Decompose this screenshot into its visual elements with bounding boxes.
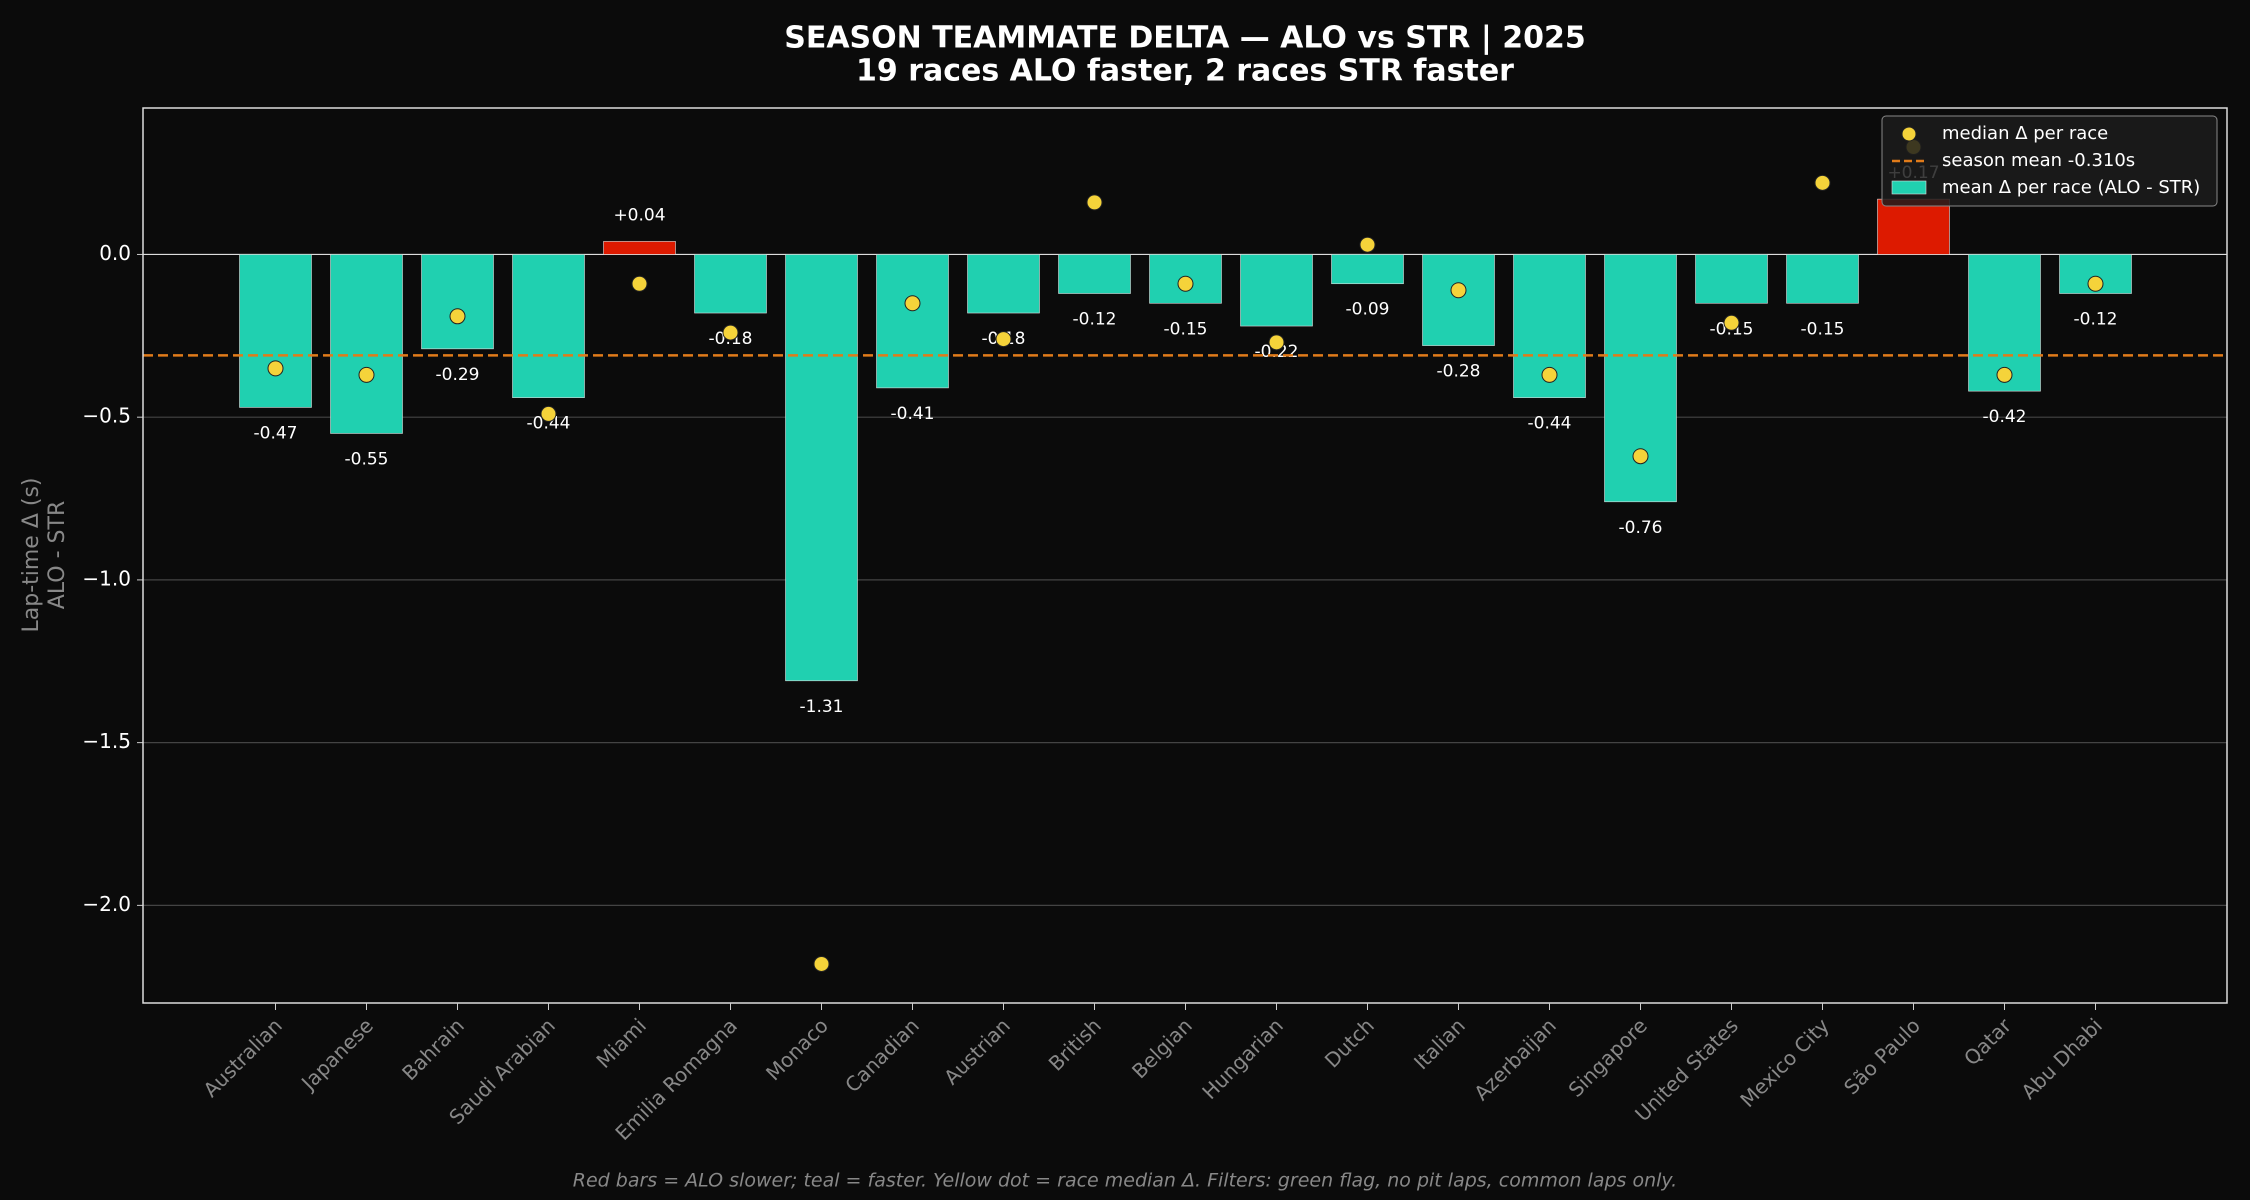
- y-axis-label: Lap-time Δ (s): [19, 477, 44, 632]
- value-label: +0.04: [613, 205, 665, 225]
- median-dot: [1359, 236, 1376, 253]
- legend-marker: [1891, 180, 1927, 195]
- median-dot: [358, 366, 375, 383]
- bar: [1604, 254, 1677, 503]
- legend-box: [1881, 115, 2218, 207]
- median-dot: [813, 955, 830, 972]
- legend-marker: [1901, 126, 1917, 142]
- bar: [1786, 254, 1859, 304]
- median-dot: [1996, 366, 2013, 383]
- value-label: -0.12: [1073, 310, 1117, 330]
- value-label: -0.44: [527, 414, 571, 434]
- value-label: -0.42: [1983, 407, 2027, 427]
- median-dot: [995, 331, 1012, 348]
- median-dot: [1268, 334, 1285, 351]
- bar: [876, 254, 949, 389]
- bar: [603, 241, 676, 255]
- median-dot: [1450, 282, 1467, 299]
- bar: [1058, 254, 1131, 294]
- value-label: -0.15: [1164, 319, 1208, 339]
- value-label: -0.76: [1619, 518, 1663, 538]
- y-tick-label: 0.0: [99, 241, 131, 265]
- value-label: -0.47: [254, 423, 298, 443]
- y-tick-label: −1.5: [82, 729, 131, 753]
- value-label: -0.22: [1255, 342, 1299, 362]
- bar: [1877, 198, 1950, 255]
- bar: [1695, 254, 1768, 304]
- bar: [694, 254, 767, 314]
- chart-title: SEASON TEAMMATE DELTA — ALO vs STR | 202…: [784, 21, 1586, 56]
- value-label: -0.28: [1437, 362, 1481, 382]
- bar: [512, 254, 585, 398]
- median-dot: [722, 324, 739, 341]
- value-label: -0.09: [1346, 300, 1390, 320]
- bar: [239, 254, 312, 408]
- y-tick-label: −2.0: [82, 892, 131, 916]
- median-dot: [267, 360, 284, 377]
- y-tick-label: −1.0: [82, 566, 131, 590]
- bar: [421, 254, 494, 350]
- chart-subtitle: 19 races ALO faster, 2 races STR faster: [856, 54, 1514, 89]
- y-axis-label: ALO - STR: [45, 501, 70, 609]
- bar: [1331, 254, 1404, 285]
- legend-label: season mean -0.310s: [1942, 150, 2135, 171]
- value-label: -0.29: [436, 365, 480, 385]
- bar: [330, 254, 403, 434]
- median-dot: [1814, 174, 1831, 191]
- bar: [1422, 254, 1495, 346]
- bar: [1240, 254, 1313, 327]
- legend-label: mean Δ per race (ALO - STR): [1942, 177, 2200, 198]
- bar: [967, 254, 1040, 314]
- value-label: -0.15: [1801, 319, 1845, 339]
- value-label: -1.31: [800, 697, 844, 717]
- value-label: -0.12: [2074, 310, 2118, 330]
- footnote: Red bars = ALO slower; teal = faster. Ye…: [573, 1170, 1677, 1192]
- median-dot: [1086, 194, 1103, 211]
- median-dot: [1723, 314, 1740, 331]
- median-dot: [2087, 275, 2104, 292]
- median-dot: [904, 295, 921, 312]
- median-dot: [449, 308, 466, 325]
- median-dot: [540, 405, 557, 422]
- value-label: -0.55: [345, 449, 389, 469]
- value-label: -0.41: [891, 404, 935, 424]
- median-dot: [631, 275, 648, 292]
- value-label: -0.44: [1528, 414, 1572, 434]
- bar: [785, 254, 858, 682]
- median-dot: [1541, 366, 1558, 383]
- median-dot: [1177, 275, 1194, 292]
- median-dot: [1632, 448, 1649, 465]
- legend-label: median Δ per race: [1942, 123, 2108, 144]
- y-tick-label: −0.5: [82, 404, 131, 428]
